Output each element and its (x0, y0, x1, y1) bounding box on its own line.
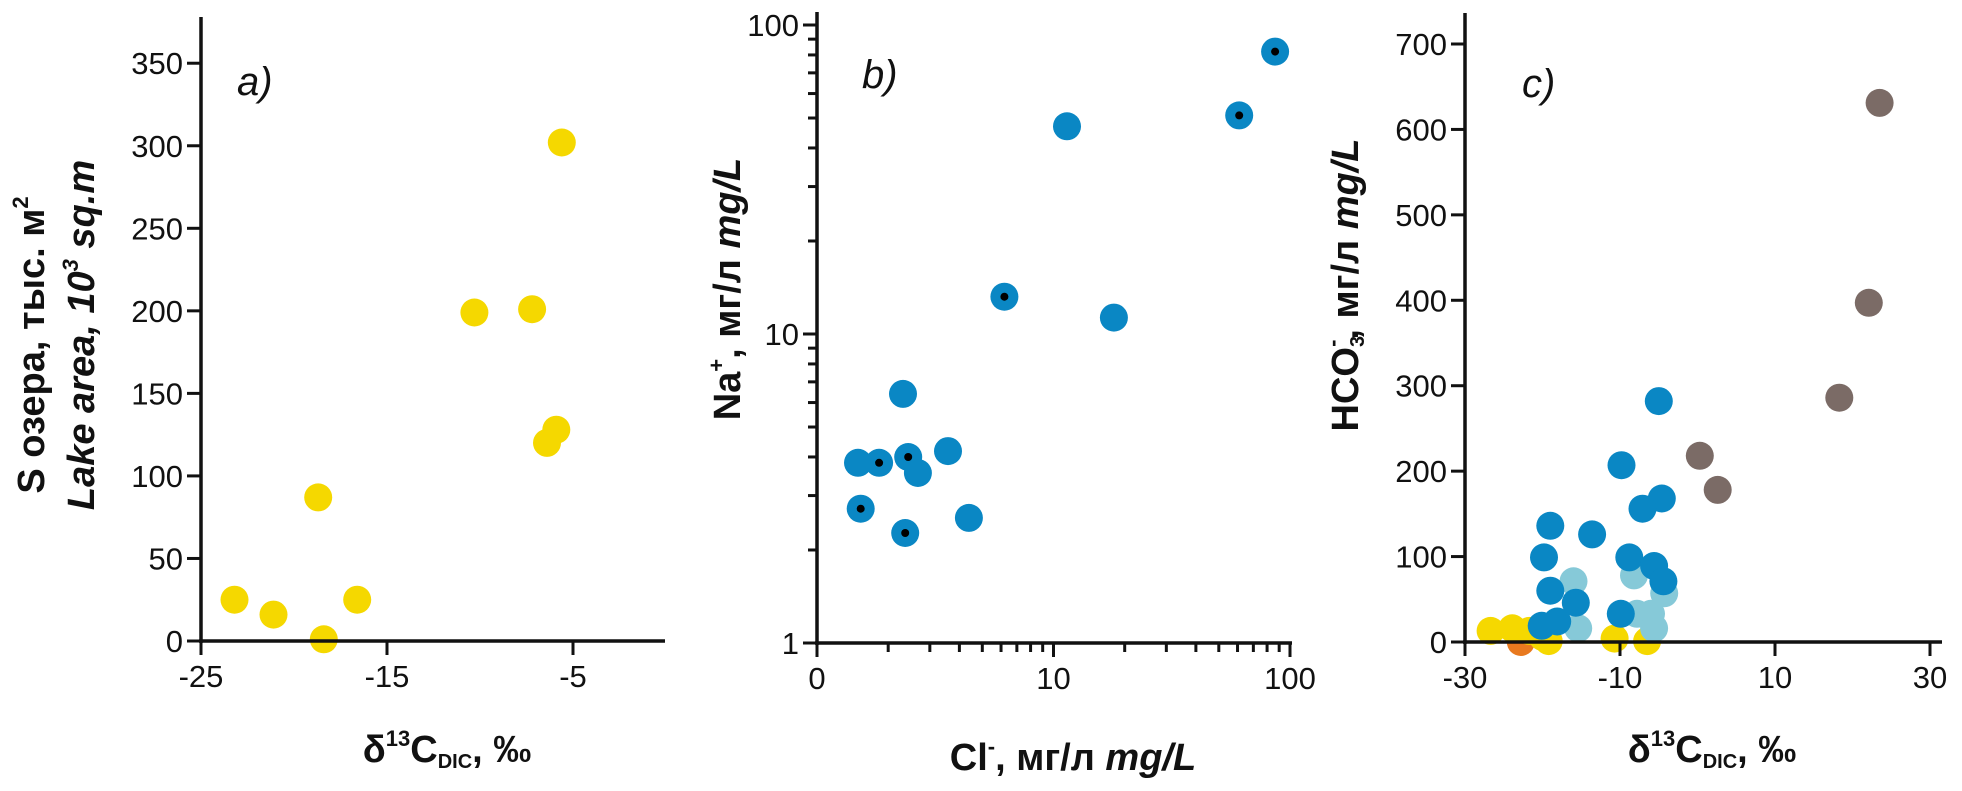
panel-a: -25 -15 -5 0 50 100 150 200 250 300 350 a) δ13CDIC… (8, 17, 665, 773)
data-point (903, 459, 932, 487)
panel-b: 0 10 100 1 10 100 b) Cl-, мг/л mg/L Na+, мг/л… (704, 8, 1316, 779)
panel-b-label: b) (862, 53, 898, 97)
data-point-center-dot (901, 529, 910, 537)
data-point (1615, 543, 1644, 572)
data-point-center-dot (1271, 47, 1280, 56)
data-point-center-dot (1000, 292, 1009, 301)
data-point (1530, 543, 1558, 572)
data-point (1607, 451, 1636, 480)
panel-c-y-axis-title: HCO3-, мг/л mg/L (1320, 139, 1369, 432)
panel-b-y-axis-title: Na+, мг/л mg/L (704, 158, 749, 421)
data-point (1606, 599, 1635, 628)
data-point (343, 585, 372, 614)
x-tick-label: -10 (1598, 660, 1643, 695)
panel-b-marks: 0 10 100 1 10 100 (747, 8, 1316, 696)
y-tick-label: 300 (131, 129, 183, 164)
y-tick-label: 50 (149, 541, 183, 576)
data-point (954, 503, 983, 532)
panel-a-y-axis-title-ru: S озера, тыс. м2 (8, 196, 53, 493)
data-point-center-dot (875, 458, 884, 467)
data-point (1578, 520, 1607, 549)
panel-c-label: c) (1522, 62, 1555, 106)
x-tick-label: -5 (559, 659, 587, 694)
data-point-center-dot (904, 453, 913, 461)
y-tick-label: 300 (1395, 369, 1447, 404)
data-point (1600, 624, 1629, 653)
y-tick-label: 200 (131, 294, 183, 329)
y-tick-label: 500 (1395, 198, 1447, 233)
data-point (1564, 614, 1593, 643)
x-tick-label: 100 (1264, 661, 1316, 696)
panel-a-y-axis-title-en: Lake area, 103 sq.m (58, 160, 103, 510)
x-tick-label: -15 (365, 659, 410, 694)
data-point (934, 437, 962, 466)
data-point (1640, 614, 1669, 643)
data-point (1536, 511, 1565, 540)
data-point (1854, 288, 1883, 317)
data-point (1099, 303, 1128, 332)
data-point (1561, 588, 1590, 617)
panel-b-points (844, 37, 1290, 547)
data-point (518, 295, 547, 324)
data-point (460, 298, 489, 327)
y-tick-label: 400 (1395, 283, 1447, 318)
panel-a-marks: -25 -15 -5 0 50 100 150 200 250 300 350 (131, 17, 665, 694)
data-point (1865, 88, 1894, 117)
y-tick-label: 700 (1395, 27, 1447, 62)
y-tick-label: 100 (1395, 540, 1447, 575)
x-tick-label: 0 (808, 661, 825, 696)
panel-c-x-axis-title: δ13CDIC, ‰ (1628, 726, 1797, 773)
data-point (1685, 441, 1714, 470)
data-point (1703, 475, 1732, 504)
x-tick-label: 10 (1036, 661, 1070, 696)
data-point-center-dot (1235, 111, 1244, 120)
data-point (889, 379, 917, 408)
x-tick-label: 10 (1758, 660, 1792, 695)
y-tick-label: 100 (131, 459, 183, 494)
y-tick-label: 350 (131, 46, 183, 81)
data-point (1644, 387, 1673, 416)
data-point (1649, 567, 1678, 596)
data-point (1536, 576, 1565, 605)
data-point (1628, 494, 1657, 523)
data-point (304, 483, 333, 512)
data-point (1053, 112, 1081, 141)
data-point (844, 448, 872, 477)
y-tick-label: 200 (1395, 454, 1447, 489)
data-point (1476, 616, 1505, 645)
data-point-center-dot (856, 504, 865, 513)
y-tick-label: 100 (747, 8, 799, 43)
data-point (533, 428, 561, 457)
y-tick-label: 250 (131, 211, 183, 246)
x-tick-label: 30 (1913, 660, 1947, 695)
y-tick-label: 600 (1395, 112, 1447, 147)
data-point (1559, 567, 1588, 596)
y-tick-label: 1 (782, 626, 799, 661)
panel-a-x-axis-title: δ13CDIC, ‰ (363, 726, 532, 773)
data-point (220, 585, 249, 614)
y-tick-label: 0 (166, 624, 183, 659)
x-tick-label: -25 (179, 659, 224, 694)
panel-b-x-axis-title: Cl-, мг/л mg/L (950, 734, 1196, 779)
panel-a-points (220, 128, 576, 654)
panel-c-points (1476, 88, 1894, 656)
y-tick-label: 150 (131, 376, 183, 411)
y-tick-label: 0 (1430, 625, 1447, 660)
panel-a-label: a) (237, 60, 273, 104)
data-point (547, 128, 576, 157)
y-tick-label: 10 (765, 317, 799, 352)
data-point (1825, 383, 1854, 412)
x-tick-label: -30 (1443, 660, 1488, 695)
data-point (1543, 607, 1572, 636)
data-point (259, 600, 288, 629)
